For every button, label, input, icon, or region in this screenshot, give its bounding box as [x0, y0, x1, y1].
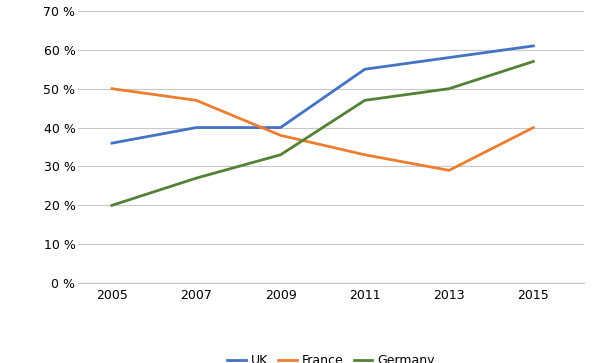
UK	[530, 44, 537, 48]
UK	[445, 56, 453, 60]
Germany	[193, 176, 200, 180]
France	[361, 152, 368, 157]
Line: France: France	[112, 89, 533, 170]
UK	[193, 125, 200, 130]
UK	[108, 141, 116, 145]
Germany	[361, 98, 368, 102]
UK	[361, 67, 368, 72]
Line: Germany: Germany	[112, 61, 533, 205]
Legend: UK, France, Germany: UK, France, Germany	[222, 349, 440, 363]
France	[108, 86, 116, 91]
Line: UK: UK	[112, 46, 533, 143]
UK	[277, 125, 284, 130]
France	[193, 98, 200, 102]
France	[445, 168, 453, 172]
Germany	[277, 152, 284, 157]
France	[530, 125, 537, 130]
France	[277, 133, 284, 138]
Germany	[530, 59, 537, 64]
Germany	[108, 203, 116, 208]
Germany	[445, 86, 453, 91]
